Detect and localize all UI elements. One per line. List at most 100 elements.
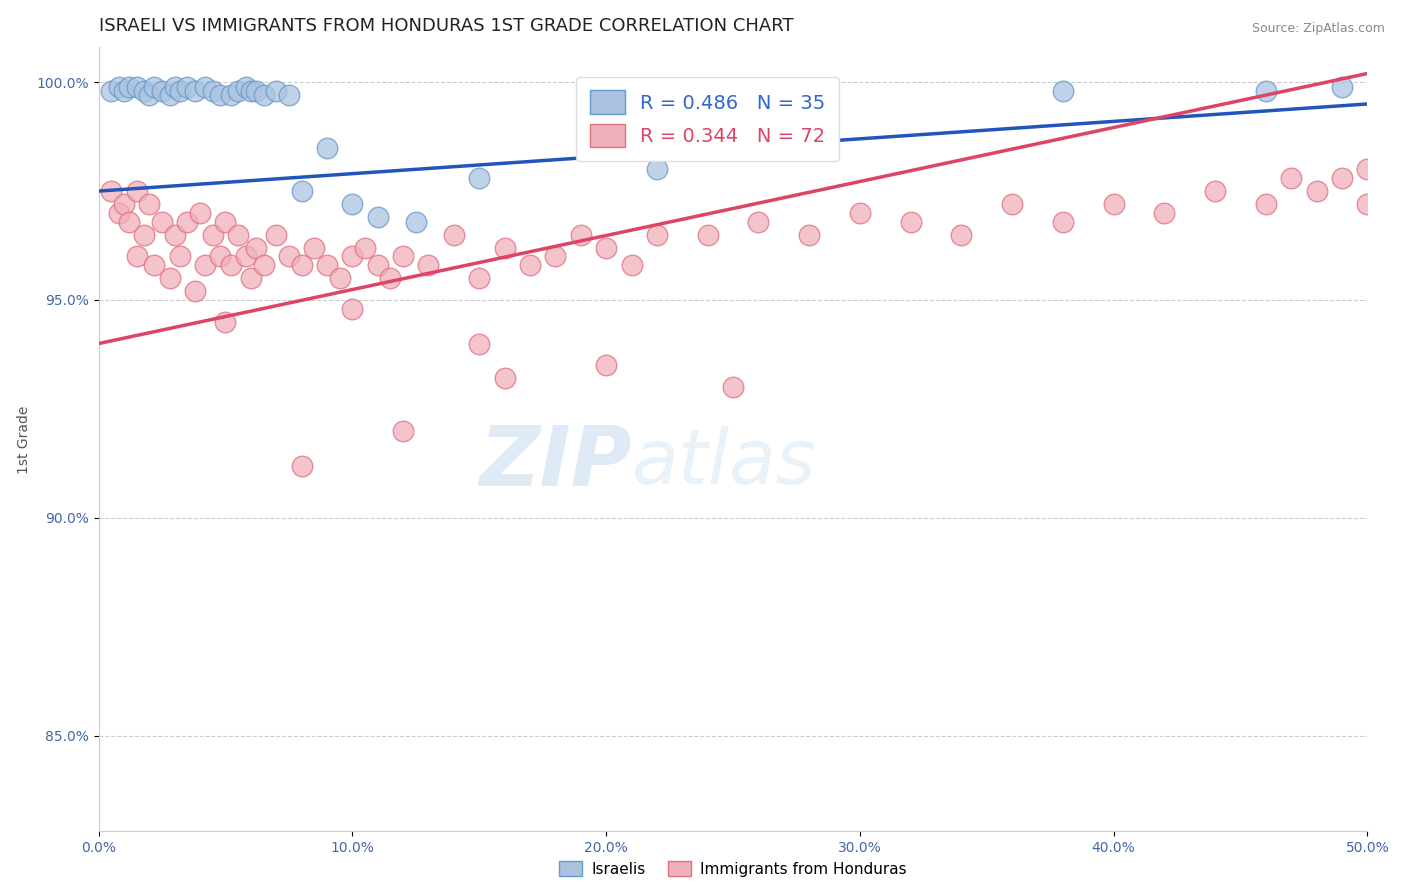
Point xyxy=(169,84,191,98)
Point xyxy=(235,249,257,263)
Point xyxy=(797,227,820,242)
Point xyxy=(494,241,516,255)
Text: atlas: atlas xyxy=(631,425,815,500)
Point xyxy=(159,88,181,103)
Point xyxy=(239,84,262,98)
Point xyxy=(342,301,364,316)
Point xyxy=(367,211,389,225)
Point xyxy=(1305,184,1327,198)
Point xyxy=(138,88,160,103)
Point xyxy=(194,79,217,94)
Point xyxy=(468,171,491,186)
Point xyxy=(100,84,122,98)
Point xyxy=(219,88,242,103)
Point xyxy=(900,214,922,228)
Point xyxy=(620,258,643,272)
Point xyxy=(696,227,718,242)
Point xyxy=(125,184,148,198)
Point xyxy=(239,271,262,285)
Point xyxy=(143,258,166,272)
Point xyxy=(849,206,872,220)
Point xyxy=(214,315,236,329)
Point xyxy=(118,79,141,94)
Point xyxy=(1357,197,1379,211)
Point xyxy=(1254,84,1277,98)
Point xyxy=(169,249,191,263)
Point xyxy=(252,258,274,272)
Point xyxy=(201,227,224,242)
Text: ZIP: ZIP xyxy=(479,423,631,503)
Point xyxy=(163,79,186,94)
Point xyxy=(194,258,217,272)
Point xyxy=(277,249,299,263)
Point xyxy=(277,88,299,103)
Point xyxy=(1357,162,1379,177)
Point xyxy=(1052,214,1074,228)
Text: Source: ZipAtlas.com: Source: ZipAtlas.com xyxy=(1251,22,1385,36)
Point xyxy=(163,227,186,242)
Point xyxy=(468,271,491,285)
Point xyxy=(159,271,181,285)
Point xyxy=(184,285,207,299)
Point xyxy=(304,241,326,255)
Point xyxy=(235,79,257,94)
Point xyxy=(354,241,377,255)
Point xyxy=(209,249,232,263)
Point xyxy=(112,197,135,211)
Point xyxy=(209,88,232,103)
Point xyxy=(150,214,173,228)
Point xyxy=(143,79,166,94)
Point xyxy=(392,249,415,263)
Point xyxy=(494,371,516,385)
Point xyxy=(245,84,267,98)
Point xyxy=(176,214,198,228)
Point xyxy=(264,84,287,98)
Point xyxy=(1102,197,1125,211)
Point xyxy=(316,258,339,272)
Point xyxy=(100,184,122,198)
Point xyxy=(595,359,617,373)
Point xyxy=(569,227,592,242)
Point xyxy=(1279,171,1302,186)
Point xyxy=(291,458,314,473)
Point xyxy=(226,84,249,98)
Point xyxy=(108,206,131,220)
Point xyxy=(645,162,668,177)
Point xyxy=(1331,79,1354,94)
Point xyxy=(392,424,415,438)
Point xyxy=(219,258,242,272)
Point xyxy=(264,227,287,242)
Point xyxy=(1254,197,1277,211)
Point xyxy=(291,258,314,272)
Point xyxy=(188,206,211,220)
Point xyxy=(1001,197,1024,211)
Point xyxy=(519,258,541,272)
Point xyxy=(134,227,156,242)
Text: ISRAELI VS IMMIGRANTS FROM HONDURAS 1ST GRADE CORRELATION CHART: ISRAELI VS IMMIGRANTS FROM HONDURAS 1ST … xyxy=(98,17,793,35)
Point xyxy=(214,214,236,228)
Point xyxy=(468,336,491,351)
Point xyxy=(342,249,364,263)
Point xyxy=(747,214,769,228)
Point xyxy=(1153,206,1175,220)
Point xyxy=(645,227,668,242)
Point xyxy=(176,79,198,94)
Y-axis label: 1st Grade: 1st Grade xyxy=(17,405,31,474)
Point xyxy=(118,214,141,228)
Point xyxy=(721,380,744,394)
Point xyxy=(316,140,339,154)
Legend: Israelis, Immigrants from Honduras: Israelis, Immigrants from Honduras xyxy=(553,855,912,882)
Point xyxy=(184,84,207,98)
Point xyxy=(1052,84,1074,98)
Point xyxy=(108,79,131,94)
Point xyxy=(367,258,389,272)
Point xyxy=(125,249,148,263)
Point xyxy=(134,84,156,98)
Point xyxy=(1204,184,1226,198)
Point xyxy=(245,241,267,255)
Point xyxy=(150,84,173,98)
Point xyxy=(595,241,617,255)
Point xyxy=(291,184,314,198)
Point xyxy=(342,197,364,211)
Point xyxy=(112,84,135,98)
